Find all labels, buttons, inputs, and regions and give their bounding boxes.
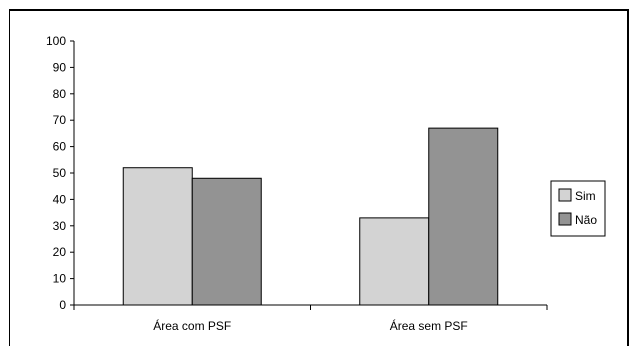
legend-label-não: Não [575,213,597,227]
y-tick-label: 100 [46,34,66,48]
y-tick-label: 10 [53,272,67,286]
bars [122,127,499,306]
y-tick-label: 60 [53,140,67,154]
chart-frame [9,9,629,346]
y-tick-label: 40 [53,192,67,206]
x-axis: Área com PSF Área sem PSF [73,304,548,333]
x-category-label: Área sem PSF [390,318,468,333]
y-tick-label: 0 [59,298,66,312]
bar-não-1 [191,177,262,306]
legend-swatch-não [558,212,572,226]
bar-sim-1 [122,167,193,306]
y-tick-label: 30 [53,219,67,233]
legend-swatch-sim [558,188,572,202]
y-tick-label: 70 [53,113,67,127]
bar-não-2 [428,127,499,306]
y-tick-label: 20 [53,245,67,259]
legend-box [550,180,606,237]
y-tick-label: 90 [53,60,67,74]
y-axis: 0 10 20 30 40 50 60 70 80 90 100 [46,34,75,312]
legend: Sim Não [550,180,606,237]
y-tick-label: 50 [53,166,67,180]
x-category-label: Área com PSF [153,318,231,333]
bar-sim-2 [359,217,430,306]
legend-label-sim: Sim [575,189,596,203]
y-tick-label: 80 [53,87,67,101]
